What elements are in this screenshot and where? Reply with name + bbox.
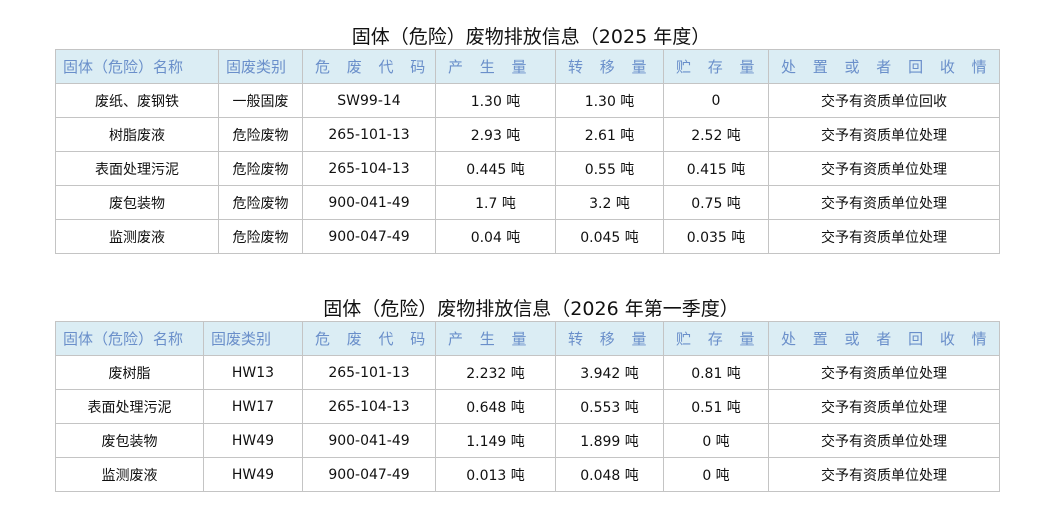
waste-table-2025: 固体（危险）名称 固废类别危 废 代 码产 生 量转 移 量贮 存 量处 置 或 … bbox=[55, 49, 1000, 254]
table-cell: HW13 bbox=[203, 355, 303, 390]
table-cell: HW17 bbox=[203, 389, 303, 424]
table-cell: 危险废物 bbox=[218, 219, 303, 254]
column-header: 固废类别 bbox=[218, 49, 303, 84]
column-header: 处 置 或 者 回 收 情 况 bbox=[768, 49, 1000, 84]
column-header: 转 移 量 bbox=[555, 321, 664, 356]
table-cell: 0.553 吨 bbox=[555, 389, 664, 424]
header-row: 固体（危险）名称 固废类别危 废 代 码产 生 量转 移 量贮 存 量处 置 或 … bbox=[55, 321, 1000, 356]
table-row: 废纸、废钢铁 一般固废 SW99-14 1.30 吨 1.30 吨 0 交予有资质单位回收 bbox=[55, 83, 1000, 118]
table-cell: 0.04 吨 bbox=[435, 219, 556, 254]
table-cell: 0.81 吨 bbox=[663, 355, 769, 390]
column-header: 产 生 量 bbox=[435, 321, 556, 356]
table-cell: 废包装物 bbox=[55, 185, 219, 220]
header-row: 固体（危险）名称 固废类别危 废 代 码产 生 量转 移 量贮 存 量处 置 或 … bbox=[55, 49, 1000, 84]
table-cell: 1.30 吨 bbox=[555, 83, 664, 118]
table-cell: 监测废液 bbox=[55, 219, 219, 254]
table-cell: 265-104-13 bbox=[302, 389, 436, 424]
table-cell: 2.93 吨 bbox=[435, 117, 556, 152]
table-cell: 900-041-49 bbox=[302, 185, 436, 220]
table-cell: 一般固废 bbox=[218, 83, 303, 118]
table-cell: 0 吨 bbox=[663, 423, 769, 458]
column-header: 处 置 或 者 回 收 情 况 bbox=[768, 321, 1000, 356]
table-cell: 265-101-13 bbox=[302, 355, 436, 390]
table-cell: 0.045 吨 bbox=[555, 219, 664, 254]
table-row: 表面处理污泥 HW17 265-104-13 0.648 吨 0.553 吨 0.51 吨… bbox=[55, 389, 1000, 424]
table-cell: 0.048 吨 bbox=[555, 457, 664, 492]
table-cell: 2.232 吨 bbox=[435, 355, 556, 390]
table-row: 树脂废液 危险废物 265-101-13 2.93 吨 2.61 吨 2.52 吨交予有资… bbox=[55, 117, 1000, 152]
table-cell: 废树脂 bbox=[55, 355, 204, 390]
table-cell: 表面处理污泥 bbox=[55, 151, 219, 186]
table-cell: 0.648 吨 bbox=[435, 389, 556, 424]
table-title-2026q1: 固体（危险）废物排放信息（2026 年第一季度） bbox=[323, 298, 739, 320]
column-header: 产 生 量 bbox=[435, 49, 556, 84]
table-cell: 交予有资质单位处理 bbox=[768, 219, 1000, 254]
table-cell: 交予有资质单位处理 bbox=[768, 151, 1000, 186]
table-title-2025: 固体（危险）废物排放信息（2025 年度） bbox=[351, 26, 711, 48]
column-header: 贮 存 量 bbox=[663, 49, 769, 84]
table-cell: 监测废液 bbox=[55, 457, 204, 492]
table-row: 表面处理污泥 危险废物 265-104-13 0.445 吨 0.55 吨 0.415 吨… bbox=[55, 151, 1000, 186]
column-header: 危 废 代 码 bbox=[302, 49, 436, 84]
table-cell: 1.30 吨 bbox=[435, 83, 556, 118]
table-cell: 危险废物 bbox=[218, 117, 303, 152]
table-cell: 0.75 吨 bbox=[663, 185, 769, 220]
table-cell: 交予有资质单位处理 bbox=[768, 185, 1000, 220]
table-cell: 树脂废液 bbox=[55, 117, 219, 152]
column-header: 转 移 量 bbox=[555, 49, 664, 84]
table-cell: 3.942 吨 bbox=[555, 355, 664, 390]
table-cell: 900-047-49 bbox=[302, 457, 436, 492]
table-cell: 1.7 吨 bbox=[435, 185, 556, 220]
table-cell: HW49 bbox=[203, 423, 303, 458]
table-row: 监测废液 危险废物 900-047-49 0.04 吨 0.045 吨 0.035 吨交予… bbox=[55, 219, 1000, 254]
table-cell: 265-101-13 bbox=[302, 117, 436, 152]
table-cell: 危险废物 bbox=[218, 151, 303, 186]
table-cell: 900-041-49 bbox=[302, 423, 436, 458]
table-row: 废树脂 HW13 265-101-13 2.232 吨 3.942 吨 0.81 吨交予有… bbox=[55, 355, 1000, 390]
table-cell: 废包装物 bbox=[55, 423, 204, 458]
table-cell: 2.52 吨 bbox=[663, 117, 769, 152]
table-cell: 交予有资质单位处理 bbox=[768, 457, 1000, 492]
table-cell: 交予有资质单位处理 bbox=[768, 423, 1000, 458]
table-cell: 3.2 吨 bbox=[555, 185, 664, 220]
column-header: 贮 存 量 bbox=[663, 321, 769, 356]
table-cell: 900-047-49 bbox=[302, 219, 436, 254]
table-cell: 1.149 吨 bbox=[435, 423, 556, 458]
table-cell: 265-104-13 bbox=[302, 151, 436, 186]
table-cell: SW99-14 bbox=[302, 83, 436, 118]
table-cell: 0 吨 bbox=[663, 457, 769, 492]
column-header: 固体（危险）名称 bbox=[55, 321, 204, 356]
table-cell: 交予有资质单位处理 bbox=[768, 355, 1000, 390]
table-cell: 2.61 吨 bbox=[555, 117, 664, 152]
column-header: 危 废 代 码 bbox=[302, 321, 436, 356]
table-cell: 废纸、废钢铁 bbox=[55, 83, 219, 118]
table-cell: 0 bbox=[663, 83, 769, 118]
table-cell: 0.035 吨 bbox=[663, 219, 769, 254]
table-cell: HW49 bbox=[203, 457, 303, 492]
table-row: 废包装物 危险废物 900-041-49 1.7 吨 3.2 吨 0.75 吨交予有资质单… bbox=[55, 185, 1000, 220]
table-cell: 交予有资质单位处理 bbox=[768, 389, 1000, 424]
table-cell: 0.013 吨 bbox=[435, 457, 556, 492]
column-header: 固废类别 bbox=[203, 321, 303, 356]
table-cell: 危险废物 bbox=[218, 185, 303, 220]
waste-table-2026q1: 固体（危险）名称 固废类别危 废 代 码产 生 量转 移 量贮 存 量处 置 或 … bbox=[55, 321, 1000, 492]
column-header: 固体（危险）名称 bbox=[55, 49, 219, 84]
table-cell: 交予有资质单位处理 bbox=[768, 117, 1000, 152]
table-cell: 交予有资质单位回收 bbox=[768, 83, 1000, 118]
table-cell: 0.415 吨 bbox=[663, 151, 769, 186]
table-cell: 0.55 吨 bbox=[555, 151, 664, 186]
table-cell: 1.899 吨 bbox=[555, 423, 664, 458]
table-cell: 0.51 吨 bbox=[663, 389, 769, 424]
table-cell: 0.445 吨 bbox=[435, 151, 556, 186]
table-cell: 表面处理污泥 bbox=[55, 389, 204, 424]
